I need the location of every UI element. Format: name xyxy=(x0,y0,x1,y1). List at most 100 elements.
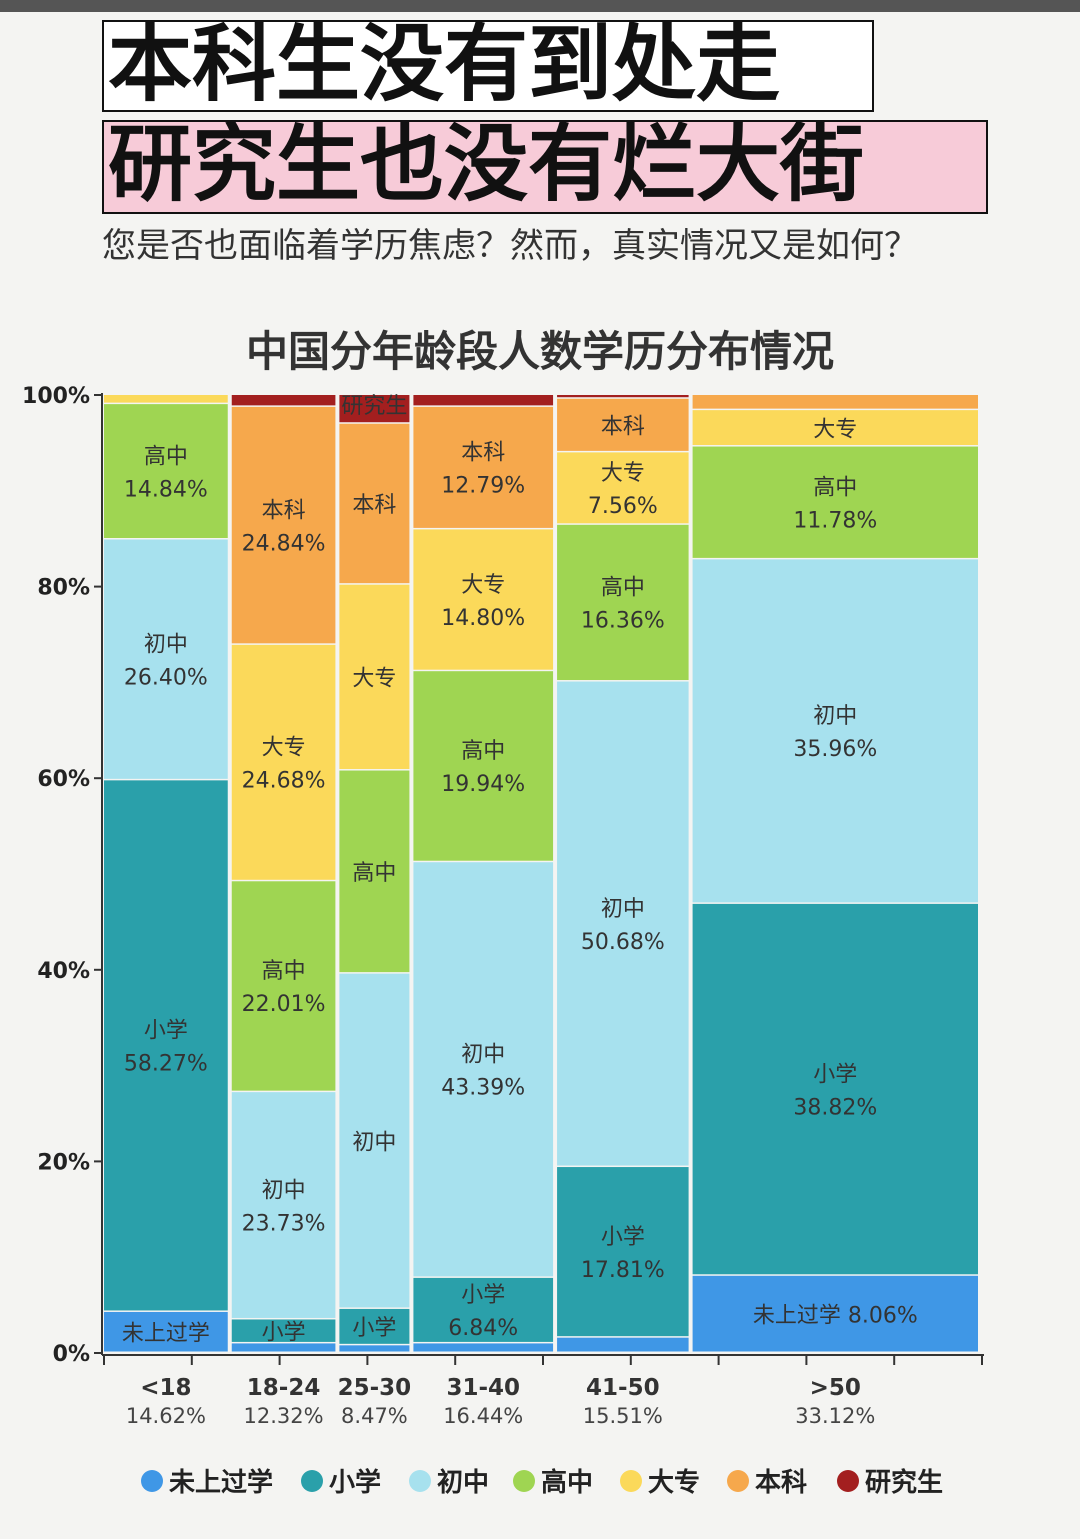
segment-label: 17.81% xyxy=(581,1258,665,1283)
segment-label: 22.01% xyxy=(242,992,326,1017)
x-share-label: 15.51% xyxy=(583,1404,663,1428)
legend-swatch xyxy=(620,1470,642,1492)
legend-label: 本科 xyxy=(755,1468,807,1498)
segment-label: 小学 xyxy=(352,1316,396,1341)
y-tick-label: 100% xyxy=(22,384,90,409)
x-category-label: >50 xyxy=(810,1375,861,1401)
segment-label: 初中 xyxy=(813,704,857,729)
segment-label: 研究生 xyxy=(341,394,407,419)
legend-swatch xyxy=(409,1470,431,1492)
subtitle: 您是否也面临着学历焦虑？然而，真实情况又是如何？ xyxy=(102,226,918,266)
segment-label: 大专 xyxy=(813,417,857,442)
legend-swatch xyxy=(301,1470,323,1492)
bar-segment xyxy=(104,780,228,1311)
bar-segment xyxy=(231,644,336,880)
x-category-label: 25-30 xyxy=(338,1375,412,1401)
bar-segment xyxy=(339,584,410,770)
segment-label: 本科 xyxy=(262,498,306,523)
segment-label: 26.40% xyxy=(124,665,208,690)
segment-label: 7.56% xyxy=(588,494,658,519)
bar-segment xyxy=(557,524,689,681)
x-share-label: 16.44% xyxy=(443,1404,523,1428)
segment-label: 高中 xyxy=(461,739,505,764)
segment-label: 高中 xyxy=(352,861,396,886)
bar-segment xyxy=(557,1337,689,1352)
bar-segment xyxy=(339,423,410,584)
y-tick-label: 60% xyxy=(37,767,90,792)
segment-label: 初中 xyxy=(461,1043,505,1068)
segment-label: 初中 xyxy=(352,1130,396,1155)
bar-segment xyxy=(339,395,410,423)
x-share-label: 8.47% xyxy=(341,1404,408,1428)
segment-label: 58.27% xyxy=(124,1052,208,1077)
segment-label: 小学 xyxy=(601,1225,645,1250)
bar-segment xyxy=(557,1167,689,1337)
segment-label: 大专 xyxy=(262,736,306,761)
y-tick-label: 40% xyxy=(37,959,90,984)
bar-segment xyxy=(231,1092,336,1318)
segment-label: 14.80% xyxy=(441,606,525,631)
bar-segment xyxy=(413,1277,554,1342)
bar-segment xyxy=(557,452,689,524)
y-tick-label: 80% xyxy=(37,576,90,601)
segment-label: 大专 xyxy=(601,461,645,486)
bar-segment xyxy=(413,406,554,528)
segment-label: 小学 xyxy=(813,1062,857,1087)
segment-label: 高中 xyxy=(262,959,306,984)
segment-label: 43.39% xyxy=(441,1076,525,1101)
bar-segment xyxy=(413,395,554,406)
bar-segment xyxy=(104,1311,228,1352)
x-share-label: 33.12% xyxy=(795,1404,875,1428)
bar-segment xyxy=(557,395,689,398)
bar-segment xyxy=(413,671,554,861)
segment-label: 11.78% xyxy=(793,508,877,533)
segment-label: 初中 xyxy=(262,1178,306,1203)
bar-segment xyxy=(339,1345,410,1352)
legend-swatch xyxy=(513,1470,535,1492)
bar-segment xyxy=(692,446,978,558)
x-share-label: 12.32% xyxy=(244,1404,324,1428)
y-tick-label: 20% xyxy=(37,1150,90,1175)
segment-label: 本科 xyxy=(601,415,645,440)
bar-segment xyxy=(557,681,689,1166)
legend-label: 未上过学 xyxy=(169,1467,273,1498)
segment-label: 初中 xyxy=(601,897,645,922)
bar-segment xyxy=(557,398,689,451)
bar-segment xyxy=(231,881,336,1091)
legend-label: 研究生 xyxy=(865,1467,943,1498)
segment-label: 小学 xyxy=(262,1320,306,1345)
x-category-label: 18-24 xyxy=(247,1375,321,1401)
segment-label: 大专 xyxy=(352,667,396,692)
bar-segment xyxy=(231,1319,336,1342)
segment-label: 14.84% xyxy=(124,477,208,502)
bar-segment xyxy=(692,395,978,409)
segment-label: 35.96% xyxy=(793,737,877,762)
x-share-label: 14.62% xyxy=(126,1404,206,1428)
segment-label: 小学 xyxy=(461,1283,505,1308)
bar-segment xyxy=(692,410,978,446)
segment-label: 未上过学 8.06% xyxy=(753,1303,918,1328)
bar-segment xyxy=(692,903,978,1275)
bar-segment xyxy=(231,395,336,406)
segment-label: 16.36% xyxy=(581,609,665,634)
chart-title: 中国分年龄段人数学历分布情况 xyxy=(245,327,834,376)
legend-swatch xyxy=(727,1470,749,1492)
segment-label: 初中 xyxy=(144,632,188,657)
segment-label: 38.82% xyxy=(793,1095,877,1120)
segment-label: 24.68% xyxy=(242,769,326,794)
legend-swatch xyxy=(837,1470,859,1492)
x-category-label: <18 xyxy=(140,1375,191,1401)
legend-swatch xyxy=(141,1470,163,1492)
bar-segment xyxy=(104,395,228,403)
bar-segment xyxy=(104,404,228,539)
segment-label: 高中 xyxy=(601,576,645,601)
segment-label: 19.94% xyxy=(441,772,525,797)
bar-segment xyxy=(339,770,410,973)
bar-segment xyxy=(413,529,554,670)
x-category-label: 31-40 xyxy=(446,1375,520,1401)
segment-label: 12.79% xyxy=(441,474,525,499)
bar-segment xyxy=(231,1343,336,1352)
segment-label: 6.84% xyxy=(448,1316,518,1341)
bar-segment xyxy=(413,1343,554,1352)
